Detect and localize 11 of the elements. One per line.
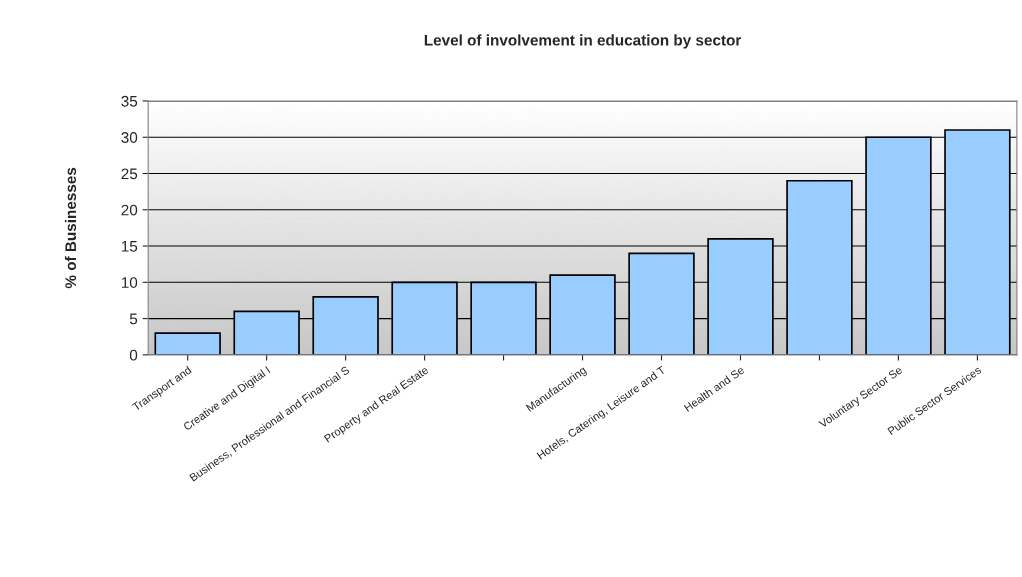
y-axis-title: % of Businesses	[64, 167, 77, 289]
y-tick-label: 35	[121, 95, 138, 107]
y-tick-label: 25	[121, 168, 138, 180]
y-tick-label: 20	[121, 204, 138, 216]
y-tick-label: 10	[121, 277, 138, 288]
y-tick-label: 30	[121, 132, 138, 143]
y-tick-label: 0	[129, 349, 138, 361]
chart-title: Level of involvement in education by sector	[424, 34, 742, 49]
bar	[154, 332, 221, 355]
y-tick-label: 15	[121, 241, 138, 252]
y-tick-label: 5	[129, 313, 138, 325]
